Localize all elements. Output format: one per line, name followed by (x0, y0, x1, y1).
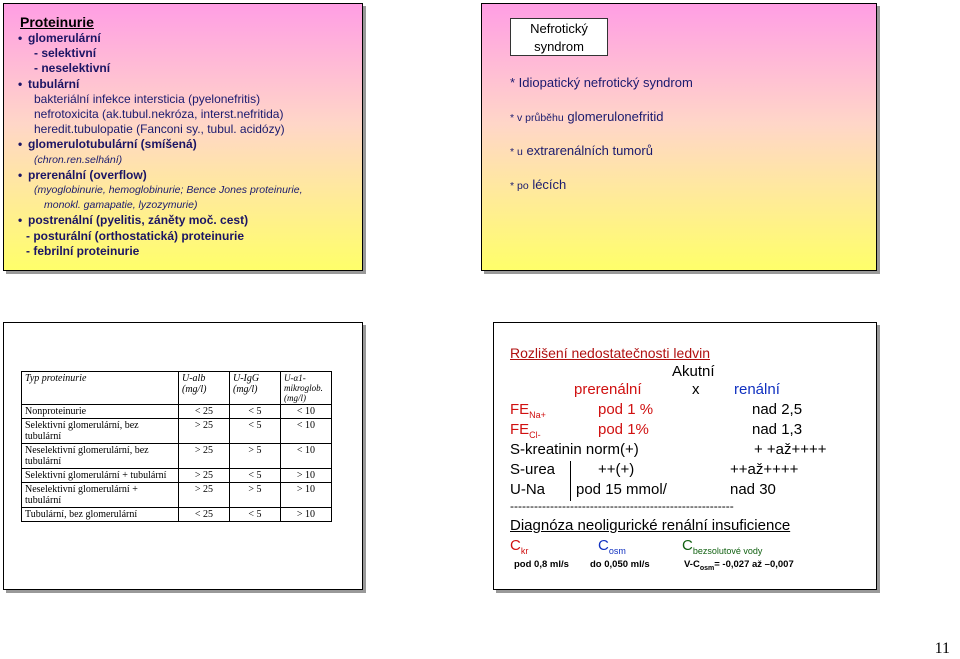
s-kreatinin-row: S-kreatinin norm(+) (510, 441, 639, 458)
s-urea-renal: ++až++++ (730, 461, 799, 478)
table-cell: > 10 (280, 507, 332, 522)
fe-cl-prerenal: pod 1% (598, 421, 649, 438)
row-fe-cl-label: FECl- (510, 421, 541, 440)
list-item: • tubulární (18, 76, 80, 91)
table-cell: Nonproteinurie (21, 404, 179, 419)
fe-na-prerenal: pod 1 % (598, 401, 654, 418)
table-cell: < 5 (229, 468, 281, 483)
divider (570, 461, 571, 501)
table-cell: > 25 (178, 418, 230, 444)
table-cell: > 5 (229, 482, 281, 508)
table-cell: < 10 (280, 418, 332, 444)
proteinurie-list: • glomerulární - selektivní - neselektivn… (18, 31, 303, 259)
table-cell: > 25 (178, 482, 230, 508)
header-cell: U-IgG (mg/l) (229, 371, 281, 405)
cause-list: * Idiopatický nefrotický syndrom * v prů… (510, 75, 693, 211)
table-row: Neselektivní glomerulární + tubulární > … (21, 482, 332, 508)
list-item: nefrotoxicita (ak.tubul.nekróza, interst… (34, 107, 284, 122)
slide-proteinurie: Proteinurie • glomerulární - selektivní -… (3, 3, 363, 271)
table-row: Nonproteinurie < 25 < 5 < 10 (21, 404, 332, 419)
table-cell: > 5 (229, 443, 281, 469)
fe-cl-renal: nad 1,3 (752, 421, 803, 438)
fe-na-renal: nad 2,5 (752, 401, 803, 418)
list-item: - febrilní proteinurie (26, 243, 140, 258)
header-cell: U-alb (mg/l) (178, 371, 230, 405)
list-item: monokl. gamapatie, lyzozymurie) (44, 199, 198, 212)
table-cell: < 5 (229, 404, 281, 419)
list-item: * Idiopatický nefrotický syndrom (510, 75, 693, 90)
table-header-row: Typ proteinurie U-alb (mg/l) U-IgG (mg/l… (21, 371, 332, 405)
c-osm-label: Cosm (598, 537, 626, 556)
col-prerenalni: prerenální (574, 381, 642, 398)
u-na-row: U-Na (510, 481, 546, 498)
page-number: 11 (934, 640, 950, 657)
table-cell: Selektivní glomerulární + tubulární (21, 468, 179, 483)
title-box: Nefrotický syndrom (510, 18, 608, 56)
u-na-renal: nad 30 (730, 481, 776, 498)
list-item: • prerenální (overflow) (18, 167, 147, 182)
list-item: * u extrarenálních tumorů (510, 143, 653, 158)
list-item: (myoglobinurie, hemoglobinurie; Bence Jo… (34, 184, 303, 197)
proteinurie-table: Typ proteinurie U-alb (mg/l) U-IgG (mg/l… (21, 371, 332, 522)
table-cell: < 25 (178, 404, 230, 419)
slide-title: Proteinurie (20, 14, 94, 30)
header-cell: Typ proteinurie (21, 371, 179, 405)
slide-nefroticky-syndrom: Nefrotický syndrom * Idiopatický nefroti… (481, 3, 877, 271)
list-item: bakteriální infekce intersticia (pyelone… (34, 91, 261, 106)
table-cell: < 5 (229, 507, 281, 522)
dash-separator: ----------------------------------------… (510, 499, 734, 513)
table-cell: Neselektivní glomerulární, bez tubulární (21, 443, 179, 469)
list-item: heredit.tubulopatie (Fanconi sy., tubul.… (34, 122, 285, 137)
list-item: - selektivní (34, 46, 97, 61)
s-kreatinin-renal: + +až++++ (754, 441, 827, 458)
slide-proteinurie-table: Typ proteinurie U-alb (mg/l) U-IgG (mg/l… (3, 322, 363, 590)
slide-rozliseni-nedostatecnosti: Rozlišení nedostatečnosti ledvin Akutní … (493, 322, 877, 590)
list-item: - neselektivní (34, 61, 111, 76)
table-cell: > 25 (178, 443, 230, 469)
title-line: syndrom (534, 39, 584, 54)
table-cell: > 25 (178, 468, 230, 483)
table-row: Neselektivní glomerulární, bez tubulární… (21, 443, 332, 469)
c-bezsolutove-label: Cbezsolutové vody (682, 537, 763, 556)
slide-title: Rozlišení nedostatečnosti ledvin (510, 345, 711, 361)
diagnoza-title: Diagnóza neoligurické renální insuficien… (510, 517, 791, 534)
s-urea-prerenal: ++(+) (598, 461, 635, 478)
title-line: Nefrotický (530, 21, 588, 36)
subtitle-akutni: Akutní (672, 363, 715, 380)
value-cosm: do 0,050 ml/s (590, 559, 650, 570)
header-cell: U-α1-mikroglob. (mg/l) (280, 371, 332, 405)
table-cell: < 5 (229, 418, 281, 444)
table-cell: Tubulární, bez glomerulární (21, 507, 179, 522)
table-cell: < 10 (280, 404, 332, 419)
table-row: Selektivní glomerulární, bez tubulární >… (21, 418, 332, 444)
value-vcosm: V-Cosm= -0,027 až –0,007 (684, 559, 794, 572)
s-urea-row: S-urea (510, 461, 556, 478)
row-fe-na-label: FENa+ (510, 401, 546, 420)
table-cell: Selektivní glomerulární, bez tubulární (21, 418, 179, 444)
table-cell: > 10 (280, 482, 332, 508)
list-item: * po lécích (510, 177, 567, 192)
list-item: * v průběhu glomerulonefritid (510, 109, 664, 124)
list-item: • glomerulotubulární (smíšená) (18, 137, 197, 152)
table-row: Selektivní glomerulární + tubulární > 25… (21, 468, 332, 483)
list-item: - posturální (orthostatická) proteinurie (26, 228, 245, 243)
c-kr-label: Ckr (510, 537, 529, 556)
list-item: • postrenální (pyelitis, záněty moč. cest… (18, 213, 249, 228)
table-cell: < 10 (280, 443, 332, 469)
table-cell: > 10 (280, 468, 332, 483)
value-ckr: pod 0,8 ml/s (514, 559, 569, 570)
list-item: (chron.ren.selhání) (34, 153, 123, 166)
col-x: x (692, 381, 700, 398)
list-item: • glomerulární (18, 31, 101, 45)
table-cell: Neselektivní glomerulární + tubulární (21, 482, 179, 508)
u-na-prerenal: pod 15 mmol/ (576, 481, 667, 498)
table-row: Tubulární, bez glomerulární < 25 < 5 > 1… (21, 507, 332, 522)
col-renalni: renální (734, 381, 780, 398)
table-cell: < 25 (178, 507, 230, 522)
